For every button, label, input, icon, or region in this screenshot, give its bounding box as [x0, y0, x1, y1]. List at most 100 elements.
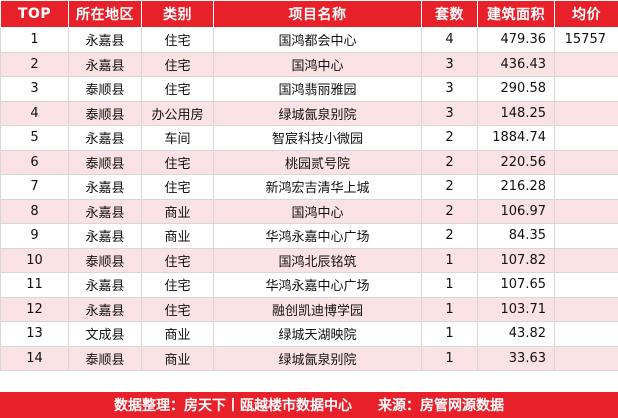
category-cell: 住宅 — [141, 51, 214, 77]
avg-price-cell — [554, 296, 618, 322]
footer-source-bar: 数据整理： 房天下丨瓯越楼市数据中心 来源： 房管网源数据 — [0, 392, 618, 418]
district-cell: 泰顺县 — [68, 76, 142, 102]
area-cell: 107.82 — [477, 247, 555, 273]
rank-cell: 5 — [0, 125, 69, 151]
category-cell: 住宅 — [141, 27, 214, 53]
area-cell: 1884.74 — [477, 125, 555, 151]
area-cell: 436.43 — [477, 51, 555, 77]
avg-price-cell: 15757 — [554, 27, 618, 53]
table-row: 11 永嘉县 住宅 华鸿永嘉中心广场 1 107.65 — [0, 272, 618, 298]
district-cell: 泰顺县 — [68, 100, 142, 126]
area-cell: 106.97 — [477, 198, 555, 224]
district-cell: 永嘉县 — [68, 223, 142, 249]
category-cell: 住宅 — [141, 272, 214, 298]
header-cell-avg-price: 均价 — [554, 0, 618, 28]
avg-price-cell — [554, 247, 618, 273]
units-cell: 2 — [421, 149, 478, 175]
avg-price-cell — [554, 100, 618, 126]
rank-cell: 14 — [0, 345, 69, 371]
units-cell: 1 — [421, 296, 478, 322]
header-cell-project-name: 项目名称 — [213, 0, 422, 28]
district-cell: 文成县 — [68, 321, 142, 347]
category-cell: 住宅 — [141, 247, 214, 273]
area-cell: 148.25 — [477, 100, 555, 126]
avg-price-cell — [554, 51, 618, 77]
district-cell: 永嘉县 — [68, 27, 142, 53]
project-name-cell: 绿城氤泉别院 — [213, 345, 422, 371]
table-row: 14 泰顺县 商业 绿城氤泉别院 1 33.63 — [0, 345, 618, 371]
units-cell: 3 — [421, 76, 478, 102]
avg-price-cell — [554, 223, 618, 249]
area-cell: 33.63 — [477, 345, 555, 371]
table-row: 7 永嘉县 住宅 新鸿宏吉清华上城 2 216.28 — [0, 174, 618, 200]
header-cell-units: 套数 — [421, 0, 478, 28]
rank-cell: 13 — [0, 321, 69, 347]
units-cell: 2 — [421, 125, 478, 151]
rank-cell: 7 — [0, 174, 69, 200]
rank-cell: 4 — [0, 100, 69, 126]
project-name-cell: 绿城氤泉别院 — [213, 100, 422, 126]
footer-data-source: 房天下丨瓯越楼市数据中心 — [184, 398, 352, 414]
header-cell-district: 所在地区 — [68, 0, 142, 28]
project-name-cell: 国鸿中心 — [213, 51, 422, 77]
table-row: 6 泰顺县 住宅 桃园贰号院 2 220.56 — [0, 149, 618, 175]
table-row: 3 泰顺县 住宅 国鸿翡丽雅园 3 290.58 — [0, 76, 618, 102]
rank-cell: 6 — [0, 149, 69, 175]
category-cell: 住宅 — [141, 174, 214, 200]
avg-price-cell — [554, 321, 618, 347]
project-name-cell: 国鸿都会中心 — [213, 27, 422, 53]
project-name-cell: 桃园贰号院 — [213, 149, 422, 175]
footer-data-label: 数据整理： — [114, 398, 184, 414]
rank-cell: 10 — [0, 247, 69, 273]
category-cell: 商业 — [141, 198, 214, 224]
table-row: 13 文成县 商业 绿城天湖映院 1 43.82 — [0, 321, 618, 347]
units-cell: 2 — [421, 223, 478, 249]
project-name-cell: 绿城天湖映院 — [213, 321, 422, 347]
units-cell: 1 — [421, 272, 478, 298]
category-cell: 商业 — [141, 223, 214, 249]
units-cell: 4 — [421, 27, 478, 53]
avg-price-cell — [554, 272, 618, 298]
table-row: 12 永嘉县 住宅 融创凯迪博学园 1 103.71 — [0, 296, 618, 322]
rank-cell: 3 — [0, 76, 69, 102]
units-cell: 2 — [421, 174, 478, 200]
table-row: 9 永嘉县 商业 华鸿永嘉中心广场 2 84.35 — [0, 223, 618, 249]
avg-price-cell — [554, 345, 618, 371]
table-row: 8 永嘉县 商业 国鸿中心 2 106.97 — [0, 198, 618, 224]
project-name-cell: 新鸿宏吉清华上城 — [213, 174, 422, 200]
district-cell: 永嘉县 — [68, 174, 142, 200]
units-cell: 1 — [421, 321, 478, 347]
project-name-cell: 国鸿翡丽雅园 — [213, 76, 422, 102]
table-row: 4 泰顺县 办公用房 绿城氤泉别院 3 148.25 — [0, 100, 618, 126]
avg-price-cell — [554, 125, 618, 151]
area-cell: 84.35 — [477, 223, 555, 249]
rank-cell: 1 — [0, 27, 69, 53]
header-cell-top: TOP — [0, 0, 69, 28]
category-cell: 商业 — [141, 345, 214, 371]
units-cell: 1 — [421, 247, 478, 273]
table-row: 10 泰顺县 住宅 国鸿北辰铭筑 1 107.82 — [0, 247, 618, 273]
project-name-cell: 融创凯迪博学园 — [213, 296, 422, 322]
avg-price-cell — [554, 149, 618, 175]
area-cell: 107.65 — [477, 272, 555, 298]
footer-origin-label: 来源： — [378, 398, 420, 414]
footer-origin: 房管网源数据 — [420, 398, 504, 414]
district-cell: 永嘉县 — [68, 272, 142, 298]
sales-ranking-table: TOP 所在地区 类别 项目名称 套数 建筑面积 均价 1 永嘉县 住宅 国鸿都会中心… — [0, 0, 618, 371]
header-cell-area: 建筑面积 — [477, 0, 555, 28]
category-cell: 车间 — [141, 125, 214, 151]
table-header-row: TOP 所在地区 类别 项目名称 套数 建筑面积 均价 — [0, 0, 618, 28]
project-name-cell: 国鸿中心 — [213, 198, 422, 224]
avg-price-cell — [554, 174, 618, 200]
area-cell: 43.82 — [477, 321, 555, 347]
project-name-cell: 华鸿永嘉中心广场 — [213, 223, 422, 249]
units-cell: 3 — [421, 100, 478, 126]
district-cell: 永嘉县 — [68, 125, 142, 151]
district-cell: 永嘉县 — [68, 296, 142, 322]
project-name-cell: 国鸿北辰铭筑 — [213, 247, 422, 273]
district-cell: 永嘉县 — [68, 198, 142, 224]
area-cell: 216.28 — [477, 174, 555, 200]
category-cell: 住宅 — [141, 296, 214, 322]
avg-price-cell — [554, 76, 618, 102]
